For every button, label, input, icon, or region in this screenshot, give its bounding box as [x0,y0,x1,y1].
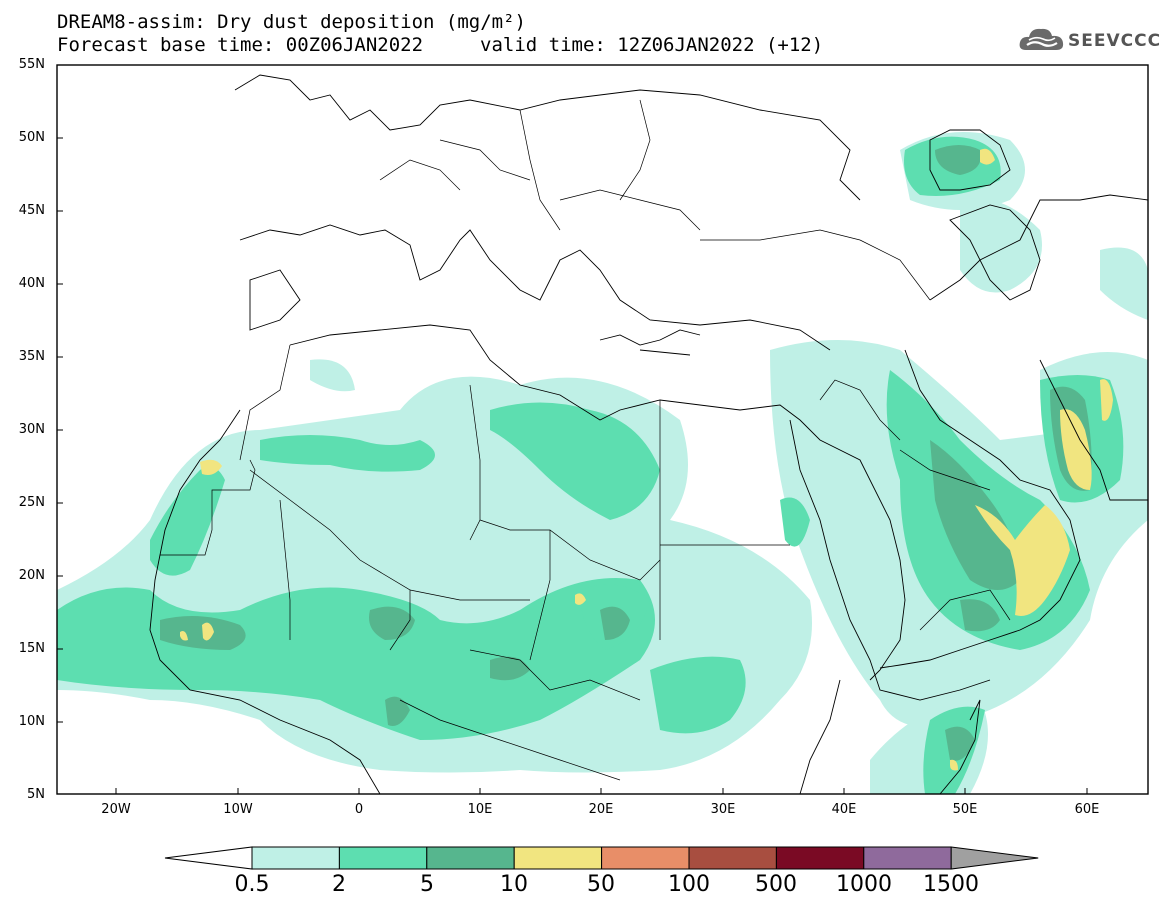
lon-label: 10W [223,802,253,817]
colorbar-label: 1000 [836,872,892,897]
lat-label: 40N [18,276,45,291]
colorbar-label: 500 [755,872,797,897]
colorbar-label: 1500 [923,872,979,897]
lon-label: 30E [710,802,736,817]
colorbar-segment [775,846,865,870]
seevccc-logo: SEEVCCC [1018,24,1162,60]
lon-ticks [115,788,1088,794]
colorbar-label: 10 [500,872,528,897]
dust-fields [57,132,1148,794]
lon-label: 20W [101,802,131,817]
colorbar-high-arrow [950,846,1039,870]
country-borders [160,99,1011,781]
lat-label: 50N [18,130,45,145]
lat-label: 5N [27,787,45,802]
forecast-base-time: Forecast base time: 00Z06JAN2022 [57,34,424,56]
lon-label: 40E [831,802,857,817]
colorbar-segment [863,846,952,870]
colorbar [164,846,1039,870]
colorbar-segment [426,846,515,870]
lat-label: 25N [18,495,45,510]
colorbar-segment [338,846,428,870]
cloud-icon [1019,28,1064,50]
lat-label: 35N [18,349,45,364]
lat-label: 10N [18,714,45,729]
colorbar-low-arrow [164,846,253,870]
lon-label: 20E [588,802,614,817]
lat-label: 45N [18,203,45,218]
lat-label: 20N [18,568,45,583]
colorbar-label: 50 [587,872,615,897]
valid-time: valid time: 12Z06JAN2022 (+12) [480,34,824,56]
lat-label: 55N [18,57,45,72]
lon-label: 60E [1074,802,1100,817]
lon-label: 10E [467,802,493,817]
logo-text: SEEVCCC [1068,31,1162,51]
lon-label: 50E [952,802,978,817]
lon-label: 0 [354,802,364,817]
colorbar-segment [513,846,603,870]
colorbar-segment [601,846,690,870]
colorbar-segment [688,846,777,870]
colorbar-label: 0.5 [234,872,270,897]
lat-ticks [57,64,63,723]
map-title: DREAM8-assim: Dry dust deposition (mg/m²… [57,11,526,33]
lat-label: 30N [18,422,45,437]
lat-label: 15N [18,641,45,656]
coastlines [149,74,1148,794]
colorbar-label: 100 [668,872,710,897]
colorbar-label: 2 [332,872,346,897]
colorbar-label: 5 [420,872,434,897]
colorbar-segment [251,846,340,870]
